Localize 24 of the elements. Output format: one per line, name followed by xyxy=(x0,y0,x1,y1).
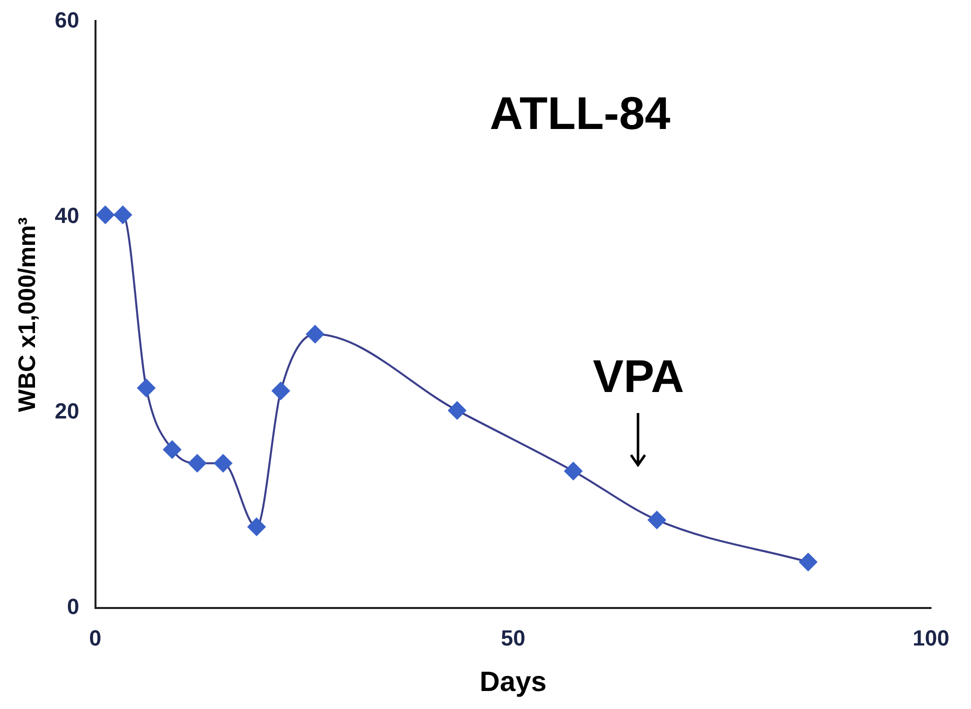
y-tick-label: 60 xyxy=(54,7,80,32)
point xyxy=(564,462,582,480)
x-tick-label: 100 xyxy=(912,625,950,650)
point xyxy=(96,206,114,224)
y-tick-label: 0 xyxy=(67,594,80,620)
point xyxy=(114,206,132,224)
point xyxy=(163,440,182,459)
point xyxy=(188,454,206,472)
point xyxy=(448,401,466,420)
point xyxy=(648,510,666,529)
point xyxy=(306,325,324,344)
point xyxy=(248,518,266,536)
annotation: VPA xyxy=(592,350,684,402)
text: ATLL-84 xyxy=(490,86,671,139)
y-tick-label: 20 xyxy=(54,398,80,424)
y-axis-title: WBC x1,000/mm³ xyxy=(14,217,42,412)
point xyxy=(272,382,290,400)
x-axis-title: Days xyxy=(480,666,547,697)
point xyxy=(214,454,232,472)
point xyxy=(799,553,818,572)
x-tick-label: 0 xyxy=(89,625,102,650)
point xyxy=(137,378,156,397)
x-tick-label: 50 xyxy=(500,625,526,650)
y-tick-label: 40 xyxy=(54,202,80,228)
